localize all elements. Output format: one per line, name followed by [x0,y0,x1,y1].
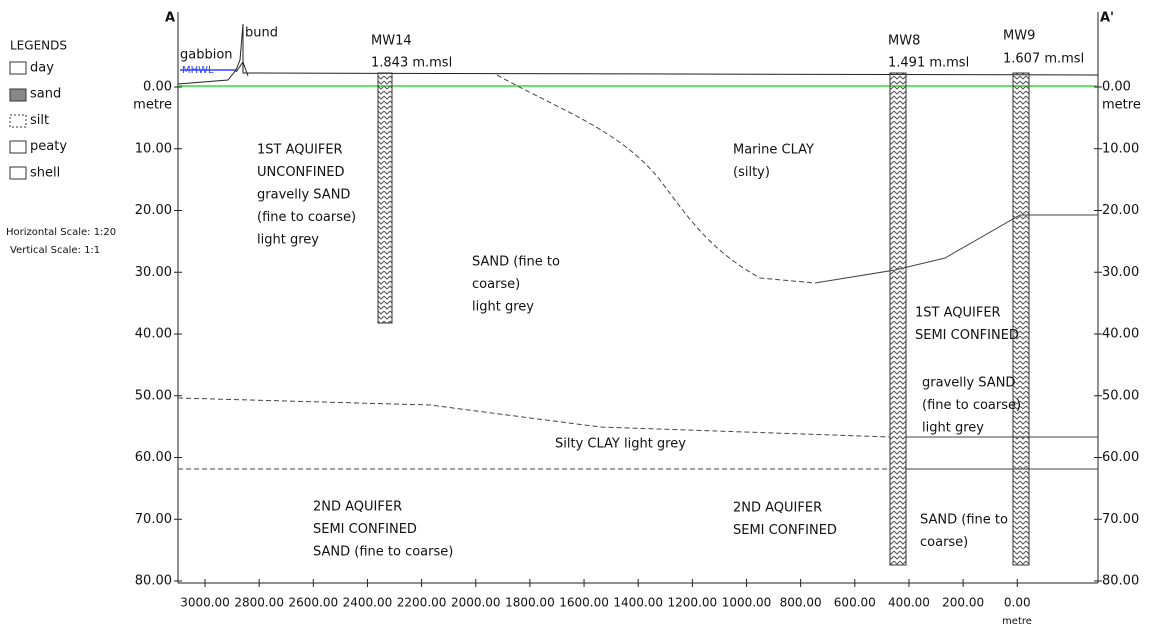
scale: Horizontal Scale: 1:20 [6,227,116,238]
section-end: A [165,11,175,26]
legend-item: day [30,61,54,76]
layer-label: gravelly SAND [257,188,350,203]
x-tick-label: 3000.00 [180,596,230,610]
x-tick-label: 800.00 [780,596,822,610]
borehole [378,73,392,323]
well-name: MW14 [371,34,412,49]
section-end: A' [1100,11,1114,26]
x-tick-label: 1800.00 [505,596,555,610]
y-tick-label: 30.00 [135,265,172,280]
y-tick-label: 70.00 [1102,512,1139,527]
y-tick-label: 60.00 [135,450,172,465]
layer-label: Silty CLAY light grey [555,437,686,452]
y-tick-label: 80.00 [135,574,172,589]
scale: Vertical Scale: 1:1 [10,245,100,256]
clay-boundary-solid [815,215,1098,283]
y-tick-label: 40.00 [135,327,172,342]
legend-title: LEGENDS [10,39,67,53]
y-tick-label: 10.00 [1102,141,1139,156]
layer-label: coarse) [472,277,520,292]
x-tick-label: 1200.00 [668,596,718,610]
layer-label: Marine CLAY [733,143,814,158]
legend-item: silt [30,113,49,128]
bund [236,62,248,76]
y-tick-label: 60.00 [1102,450,1139,465]
x-tick-label: 1000.00 [722,596,772,610]
layer-label: 1ST AQUIFER [257,143,343,158]
feature-label: MHWL [182,65,214,76]
layer-label: (fine to coarse) [257,210,356,225]
layer-label: light grey [472,300,534,315]
y-tick-label: 0.00 [143,80,172,95]
feature-label: gabbion [180,48,233,63]
y-tick-label: 20.00 [1102,203,1139,218]
borehole [1013,73,1029,565]
y-tick-label: 20.00 [135,203,172,218]
layer-label: 2ND AQUIFER [733,501,822,516]
layer-label: SEMI CONFINED [915,328,1019,343]
y-tick-label: 30.00 [1102,265,1139,280]
layer-label: SEMI CONFINED [733,523,837,538]
x-tick-label: 600.00 [834,596,876,610]
well-elevation: 1.491 m.msl [888,56,969,71]
y-tick-label: 40.00 [1102,327,1139,342]
x-tick-label: 400.00 [888,596,930,610]
x-tick-label: 2400.00 [343,596,393,610]
layer-label: 2ND AQUIFER [313,500,402,515]
feature-label: bund [245,26,278,41]
layer-label: light grey [922,421,984,436]
legend-item: shell [30,165,60,180]
well-name: MW8 [888,34,920,49]
x-tick-label: 2800.00 [234,596,284,610]
layer-label: coarse) [920,535,968,550]
x-tick-label: 2600.00 [288,596,338,610]
silty-clay-top [178,398,890,437]
y-tick-label: 50.00 [1102,388,1139,403]
layer-label: SEMI CONFINED [313,522,417,537]
well-elevation: 1.843 m.msl [371,56,452,71]
y-tick-label: 10.00 [135,141,172,156]
x-unit: metre [1002,616,1032,627]
well-elevation: 1.607 m.msl [1003,52,1084,67]
legend-item: sand [30,87,61,102]
cross-section: A A' LEGENDS day sand silt peaty shell Horizonta… [0,0,1150,632]
x-tick-label: 2200.00 [397,596,447,610]
x-tick-label: 1600.00 [559,596,609,610]
y-unit: metre [133,98,172,113]
well-name: MW9 [1003,29,1035,44]
layer-label: (fine to coarse) [922,398,1021,413]
y-tick-label: 0.00 [1102,80,1131,95]
layer-label: SAND (fine to [920,513,1008,528]
y-tick-label: 80.00 [1102,574,1139,589]
layer-label: UNCONFINED [257,165,345,180]
y-tick-label: 70.00 [135,512,172,527]
layer-label: gravelly SAND [922,376,1015,391]
legend-item: peaty [30,139,67,154]
layer-label: 1ST AQUIFER [915,306,1001,321]
layer-label: SAND (fine to [472,255,560,270]
y-tick-label: 50.00 [135,388,172,403]
layer-label: light grey [257,233,319,248]
x-tick-label: 200.00 [942,596,984,610]
ground-surface [178,24,1098,84]
layer-label: SAND (fine to coarse) [313,545,453,560]
x-tick-label: 1400.00 [613,596,663,610]
x-tick-label: 0.00 [1004,596,1031,610]
legend-icons [10,62,26,179]
borehole [890,73,906,565]
x-tick-label: 2000.00 [451,596,501,610]
y-unit: metre [1102,98,1141,113]
layer-label: (silty) [733,165,770,180]
